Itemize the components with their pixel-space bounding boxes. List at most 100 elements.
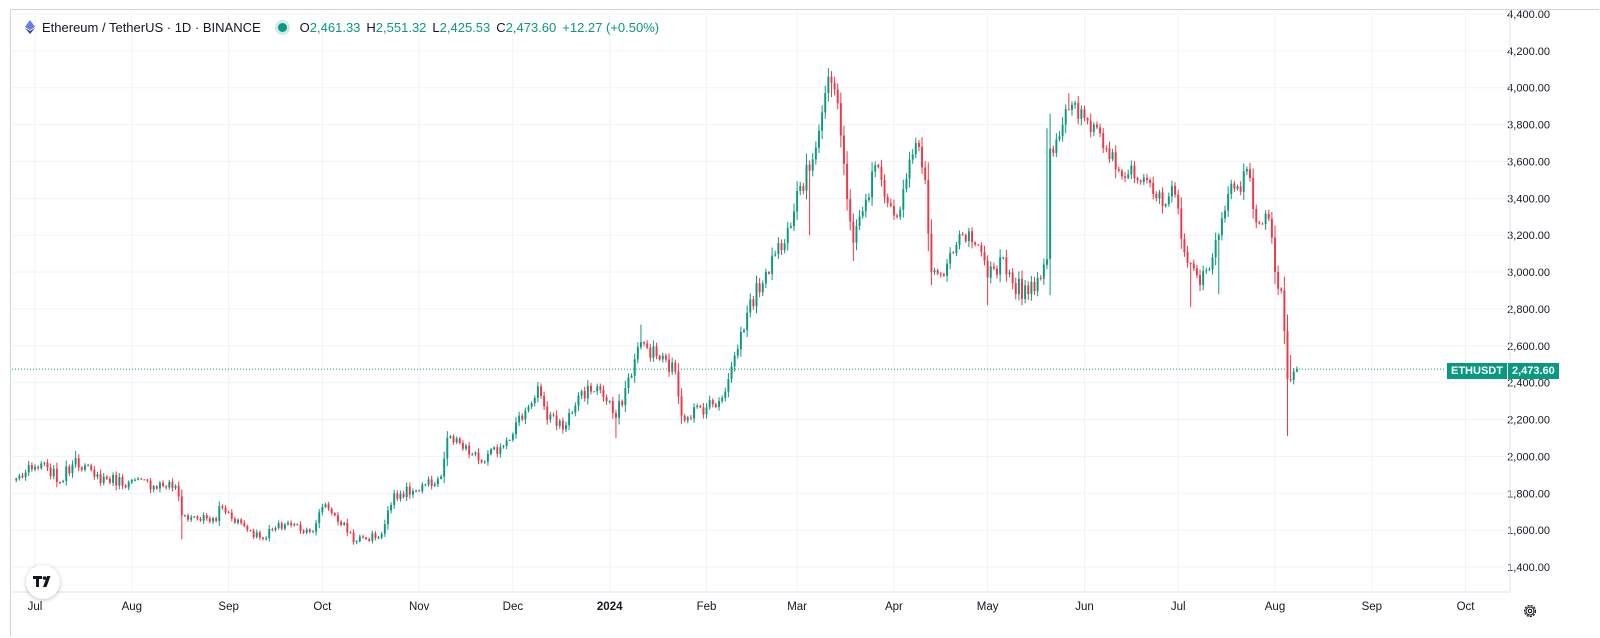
candle-body [543,395,546,407]
candle-body [440,476,443,479]
candle-body [1024,285,1027,299]
candle [808,160,811,236]
candle-body [358,536,361,542]
candle [305,527,308,535]
candle-body [321,506,324,513]
candle-body [171,481,174,488]
candle-body [746,312,749,331]
candle-body [540,386,542,396]
candle-body [21,475,24,478]
candle-body [277,523,280,529]
y-tick-label: 4,200.00 [1507,46,1550,58]
candle [1127,169,1130,180]
candle-body [1158,192,1161,199]
candle [55,462,58,488]
candle [839,92,842,148]
candle [330,507,333,516]
candle [461,440,464,451]
candle-body [636,347,639,360]
candle-body [208,518,211,522]
candle-body [1011,272,1014,284]
candle-body [661,355,664,360]
candle [321,503,324,516]
candle [262,536,264,541]
candle-body [627,377,630,389]
candle-body [52,468,55,477]
high-value: 2,551.32 [375,19,427,35]
candle [1067,93,1070,111]
candle-body [818,130,820,148]
candle-body [280,523,283,529]
candle-body [1111,152,1114,160]
candle [149,477,152,493]
candle-body [436,478,439,485]
candle [1292,367,1295,385]
candle [871,162,874,206]
candle-body [177,485,180,497]
candle [1205,267,1208,275]
candle-body [780,243,783,251]
candle [1280,287,1283,294]
last-price-tag: ETHUSDT 2,473.60 [1447,363,1559,379]
candle-body [1199,275,1202,285]
candle [1180,197,1183,249]
symbol-title[interactable]: Ethereum / TetherUS · 1D · BINANCE [42,19,261,35]
candle [155,485,158,491]
x-tick-label: Oct [1457,601,1476,613]
candle [568,408,571,431]
candle-body [1095,124,1098,128]
candle-body [955,244,958,254]
candle [315,519,318,536]
tradingview-logo-icon[interactable] [26,565,60,599]
candle [411,488,414,498]
candle [358,534,361,543]
candle-body [80,467,83,470]
market-status-dot[interactable] [277,22,287,32]
candle [830,71,833,97]
candle [602,385,605,402]
candle-body [1077,102,1080,119]
candle-body [758,283,761,293]
candle [833,76,836,96]
candle-body [977,244,980,246]
candle [783,239,786,254]
candle [639,324,642,350]
candle-body [996,268,998,275]
candle-body [639,342,642,348]
candle [1233,180,1236,192]
candle-body [293,524,296,526]
gear-icon[interactable] [1522,603,1538,619]
candle-body [708,400,711,408]
price-tag-symbol: ETHUSDT [1447,363,1507,379]
candle [1064,104,1067,134]
candle-body [315,523,318,532]
candle-body [68,466,71,474]
candle [1033,276,1036,295]
candle [996,265,998,279]
candle [352,529,355,545]
candle-body [702,407,705,415]
candle [499,443,502,458]
candle-body [889,203,892,206]
x-tick-label: Nov [409,601,430,613]
candle-body [1214,240,1217,258]
candle [627,373,630,394]
candle [586,380,589,405]
candle-body [174,485,177,488]
candle-body [961,234,964,236]
candle [736,344,739,359]
candle-body [427,479,430,485]
candle-body [221,506,224,508]
candle [618,394,621,425]
price-axis: 1,400.00 1,600.00 1,800.00 2,000.00 2,200.00… [1507,9,1550,592]
candle-body [524,410,527,420]
candle-body [62,481,65,483]
candle-body [1058,136,1061,140]
candle-body [1217,235,1220,241]
candle-body [446,437,449,459]
candle-body [936,270,939,274]
candle [1083,105,1086,122]
candle [1074,100,1077,109]
candle-body [683,415,686,421]
